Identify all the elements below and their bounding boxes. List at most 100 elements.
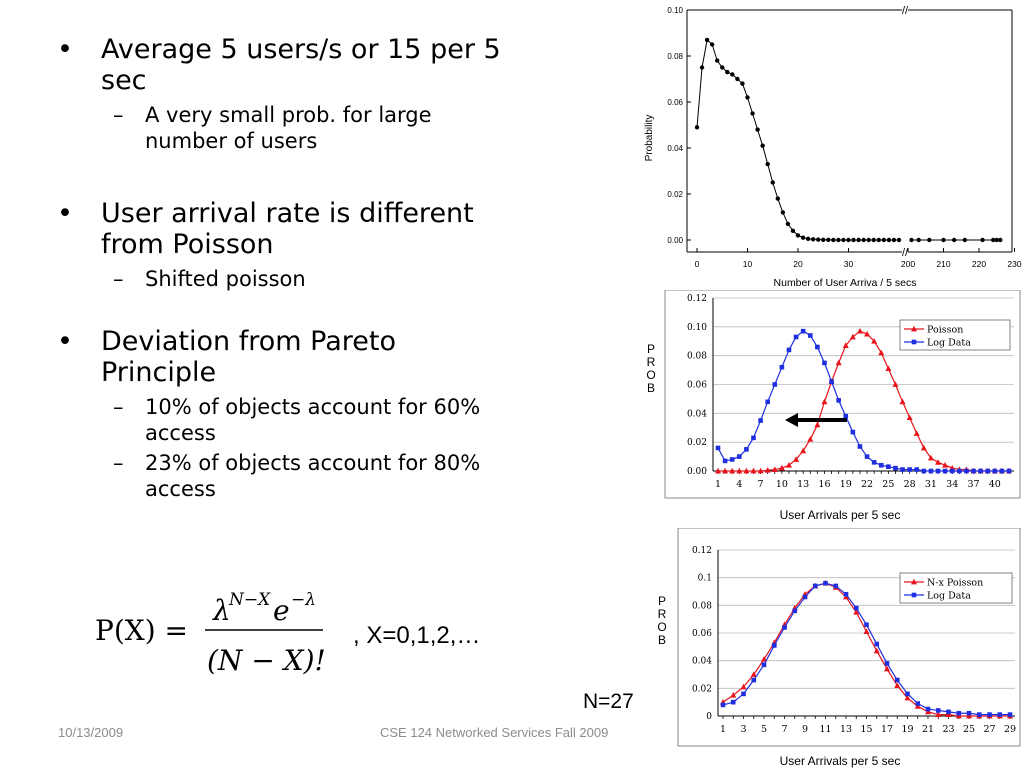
ytick-label: 0.08 [687,352,707,362]
square-point [765,399,770,405]
triangle-point [894,682,901,688]
square-point [871,460,877,465]
chart1-point [826,237,831,242]
triangle-point [927,454,934,461]
square-point [792,608,798,614]
square-point [843,413,849,419]
footer-date: 10/13/2009 [58,725,124,740]
square-point [894,677,900,683]
triangle-point [925,708,931,715]
probability-chart: // // 0.00 0.02 0.04 0.06 0.08 0.10 0 10 20 30 200 21… [644,5,1022,289]
ylabel-letter: R [658,607,667,621]
formula-numerator: λ [212,594,231,627]
chart1-point [800,235,806,240]
xtick-label: 13 [797,479,809,490]
square-point [736,454,742,459]
xtick-label: 16 [818,479,830,490]
sub-bullet-2-1: Shifted poisson [55,266,515,292]
square-point [935,468,941,474]
triangle-point [863,628,870,635]
chart1-point [871,237,876,243]
square-point [802,594,808,600]
ylabel-letter: B [647,381,655,395]
square-point [914,467,920,472]
square-point [800,328,806,334]
ylabel-letter: B [658,633,666,647]
chart1-point [790,228,796,233]
xtick-label: 23 [942,724,954,735]
chart1-point [699,65,705,70]
square-point [730,699,736,705]
xtick-label: 17 [881,724,893,735]
chart1-point [836,237,841,243]
chart1-point [951,237,957,243]
square-point [957,468,962,474]
ytick-label: 0.04 [692,657,712,667]
square-point [843,591,849,597]
nx-poisson-vs-log-chart: 00.020.040.060.080.10.121 3 5 7 9 11 13 15 17 19 2… [657,528,1021,768]
formula-denominator: (N − X)! [207,644,326,675]
chart1-point [831,237,836,243]
xtick-label: 1 [720,724,726,735]
chart1-point [841,237,846,243]
xtick-label: 9 [802,724,808,735]
chart1-point [805,236,811,242]
formula-exp2: −λ [291,590,316,610]
xtick-label: 31 [925,479,937,490]
ylabel-letter: P [658,594,666,608]
chart1-ytick-label: 0.06 [667,98,683,107]
triangle-point [842,342,849,348]
bullet-list: Average 5 users/s or 15 per 5 sec A very… [55,34,515,506]
chart1-point [760,143,765,148]
triangle-point [945,711,952,718]
triangle-point [935,459,942,465]
square-point [772,382,778,387]
square-point [925,706,931,712]
ylabel-letter: P [647,342,655,356]
square-point [1007,712,1013,717]
chart1-point [866,237,871,243]
triangle-point [715,467,721,474]
xtick-label: 37 [967,479,979,490]
chart1-point [846,237,851,243]
chart1-xtick-label: 220 [972,259,986,269]
square-point [771,643,777,648]
chart1-xtick-label: 210 [936,259,950,269]
chart1-ytick-label: 0.10 [667,6,683,15]
sub-bullet-3-1: 10% of objects account for 60% access [55,394,515,446]
chart1-point [765,161,770,167]
square-point [807,333,813,338]
chart1-point [991,237,996,243]
square-point [907,467,912,472]
square-point [971,468,976,474]
ylabel-letter: O [657,620,666,634]
chart1-point [881,237,887,243]
triangle-point [800,447,807,454]
chart3-xlabel: User Arrivals per 5 sec [780,754,901,768]
chart1-point [816,237,821,242]
formula-suffix: , X=0,1,2,… [353,622,480,649]
square-point [744,447,749,452]
triangle-point [849,333,856,340]
square-point [853,605,859,611]
triangle-point [843,593,849,600]
triangle-point [904,694,911,701]
bullet-2: User arrival rate is different from Pois… [55,198,515,260]
chart1-point [876,237,881,243]
xtick-label: 15 [860,724,872,735]
formula-numerator-tail: e [273,594,290,627]
chart1-point [745,95,750,100]
legend-swatch-marker [911,578,917,585]
square-point [949,468,955,474]
xtick-label: 21 [922,724,934,735]
xtick-label: 19 [901,724,913,735]
poisson-vs-log-chart: 0.00 0.02 0.04 0.06 0.08 0.10 0.12 1 4 7 10 13 16 19 2… [646,290,1021,522]
triangle-point [878,349,885,356]
xtick-label: 34 [946,479,958,490]
square-point [751,435,756,441]
square-point [893,465,898,471]
chart1-axis-break: // [902,247,909,259]
legend-label: Log Data [927,591,971,602]
